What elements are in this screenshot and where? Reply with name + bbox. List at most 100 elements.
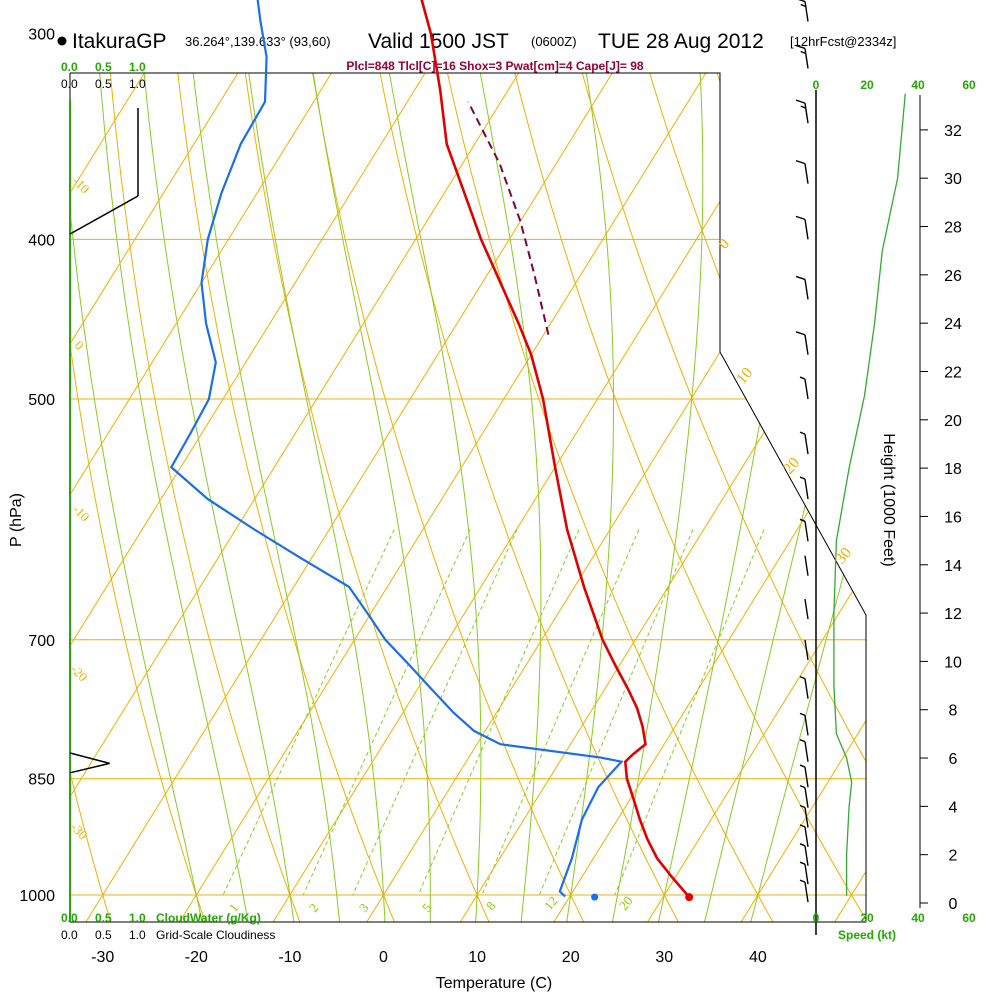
dry-adiabat bbox=[98, 73, 305, 922]
mixing-ratio-label: 8 bbox=[483, 898, 499, 913]
height-tick-label: 6 bbox=[949, 751, 958, 768]
temperature-tick-label: 30 bbox=[655, 949, 673, 966]
wind-barb-staff bbox=[804, 521, 809, 542]
dry-adiabat bbox=[976, 0, 1000, 933]
wind-barb bbox=[799, 739, 809, 762]
isotherm-label: 10 bbox=[733, 364, 756, 387]
wind-speed-profile bbox=[833, 93, 906, 896]
dewpoint-trace bbox=[169, 0, 624, 898]
dry-adiabat bbox=[160, 73, 400, 922]
wind-barb-half-flag bbox=[799, 431, 806, 435]
wind-barb-half-flag bbox=[800, 50, 807, 55]
wind-barb-flag bbox=[795, 99, 806, 104]
height-tick-label: 22 bbox=[944, 364, 962, 381]
height-tick-label: 26 bbox=[944, 268, 962, 285]
pressure-tick-label: 500 bbox=[28, 392, 55, 409]
isotherm bbox=[544, 73, 866, 922]
dry-adiabat bbox=[286, 73, 590, 922]
dry-adiabat bbox=[536, 73, 866, 922]
isotherm bbox=[70, 73, 634, 922]
speed-tick-bottom: 20 bbox=[860, 911, 874, 925]
speed-tick-top: 0 bbox=[813, 78, 820, 92]
pressure-tick-label: 700 bbox=[28, 633, 55, 650]
cloudiness-low-spike bbox=[69, 752, 110, 774]
wind-barb bbox=[804, 555, 809, 576]
isotherm bbox=[170, 73, 821, 922]
speed-axis-label: Speed (kt) bbox=[838, 928, 896, 942]
height-tick-label: 10 bbox=[944, 654, 962, 671]
moist-adiabat bbox=[89, 73, 252, 922]
wind-barb-staff bbox=[804, 715, 809, 736]
wind-barb-staff bbox=[804, 103, 809, 124]
wind-barb-staff bbox=[804, 279, 809, 300]
mixing-ratio-label: 3 bbox=[356, 900, 372, 915]
dry-adiabat bbox=[474, 73, 866, 922]
height-tick-label: 0 bbox=[949, 896, 958, 913]
speed-tick-bottom: 0 bbox=[813, 911, 820, 925]
wind-barb-half-flag bbox=[799, 518, 806, 522]
wind-barb bbox=[799, 518, 809, 542]
wind-barb-staff bbox=[804, 478, 809, 500]
wind-barb-flag bbox=[795, 331, 806, 336]
mixing-ratio-label: 20 bbox=[616, 893, 636, 913]
temperature-tick-label: 20 bbox=[562, 949, 580, 966]
wind-barb-half-flag bbox=[799, 843, 806, 847]
dry-adiabat bbox=[0, 0, 19, 933]
wind-barb-staff bbox=[804, 639, 809, 661]
isotherm-label: 20 bbox=[780, 454, 803, 477]
height-axis-title: Height (1000 Feet) bbox=[880, 433, 897, 566]
wind-barb-staff bbox=[804, 741, 809, 762]
wind-barb-staff bbox=[804, 555, 809, 576]
wind-barb bbox=[804, 639, 809, 661]
cloudwater-tick-bottom: 0.0 bbox=[61, 911, 78, 925]
wind-barb-staff bbox=[804, 845, 809, 866]
pressure-tick-label: 1000 bbox=[19, 888, 55, 905]
background-grid bbox=[0, 0, 1000, 933]
station-dot-icon bbox=[57, 36, 67, 46]
isotherm bbox=[825, 73, 866, 922]
wind-barb bbox=[799, 431, 809, 455]
wind-barb-staff bbox=[804, 1, 809, 22]
cloudwater-label: CloudWater (g/Kg) bbox=[156, 911, 261, 925]
height-tick-label: 4 bbox=[949, 799, 958, 816]
isotherm bbox=[70, 73, 166, 922]
wind-barb-half-flag bbox=[799, 376, 806, 380]
isotherm bbox=[357, 73, 866, 922]
wind-barb-half-flag bbox=[799, 879, 806, 883]
wind-barb-staff bbox=[804, 219, 809, 240]
speed-axis-bottom: 0 20 40 60 Speed (kt) bbox=[813, 911, 976, 942]
wind-barb bbox=[799, 376, 809, 400]
pressure-tick-label: 850 bbox=[28, 772, 55, 789]
cloudwater-tick-top: 1.0 bbox=[129, 60, 146, 74]
isotherm bbox=[70, 73, 353, 922]
isotherm bbox=[70, 73, 72, 922]
moist-adiabat bbox=[176, 73, 342, 922]
wind-barb bbox=[799, 675, 809, 699]
wind-barb bbox=[799, 843, 809, 866]
wind-barb-half-flag bbox=[799, 712, 806, 716]
temperature-trace bbox=[420, 0, 691, 898]
moist-adiabat bbox=[447, 73, 542, 922]
height-tick-label: 14 bbox=[944, 558, 962, 575]
chart-header: ItakuraGP 36.264°,139.633° (93,60) Valid… bbox=[57, 30, 896, 73]
wind-barb bbox=[799, 784, 809, 808]
isotherm bbox=[70, 73, 260, 922]
forecast-info: [12hrFcst@2334z] bbox=[790, 34, 896, 49]
dry-adiabat bbox=[70, 73, 210, 922]
moist-adiabat bbox=[746, 73, 866, 922]
dry-adiabat bbox=[223, 73, 495, 922]
wind-barb-staff bbox=[804, 48, 809, 69]
wind-barb-staff bbox=[804, 787, 809, 808]
mixing-ratio-label: 5 bbox=[419, 900, 435, 915]
wind-barb-flag bbox=[795, 215, 806, 221]
wind-barb-half-flag bbox=[799, 739, 806, 743]
pressure-tick-label: 300 bbox=[28, 27, 55, 44]
wind-barb bbox=[799, 861, 809, 885]
cloudwater-tick-top: 0.5 bbox=[95, 60, 112, 74]
dry-adiabat bbox=[70, 73, 115, 922]
speed-tick-bottom: 40 bbox=[911, 911, 925, 925]
height-tick-label: 20 bbox=[944, 413, 962, 430]
height-tick-label: 16 bbox=[944, 509, 962, 526]
isotherm-label: 0 bbox=[72, 338, 87, 353]
